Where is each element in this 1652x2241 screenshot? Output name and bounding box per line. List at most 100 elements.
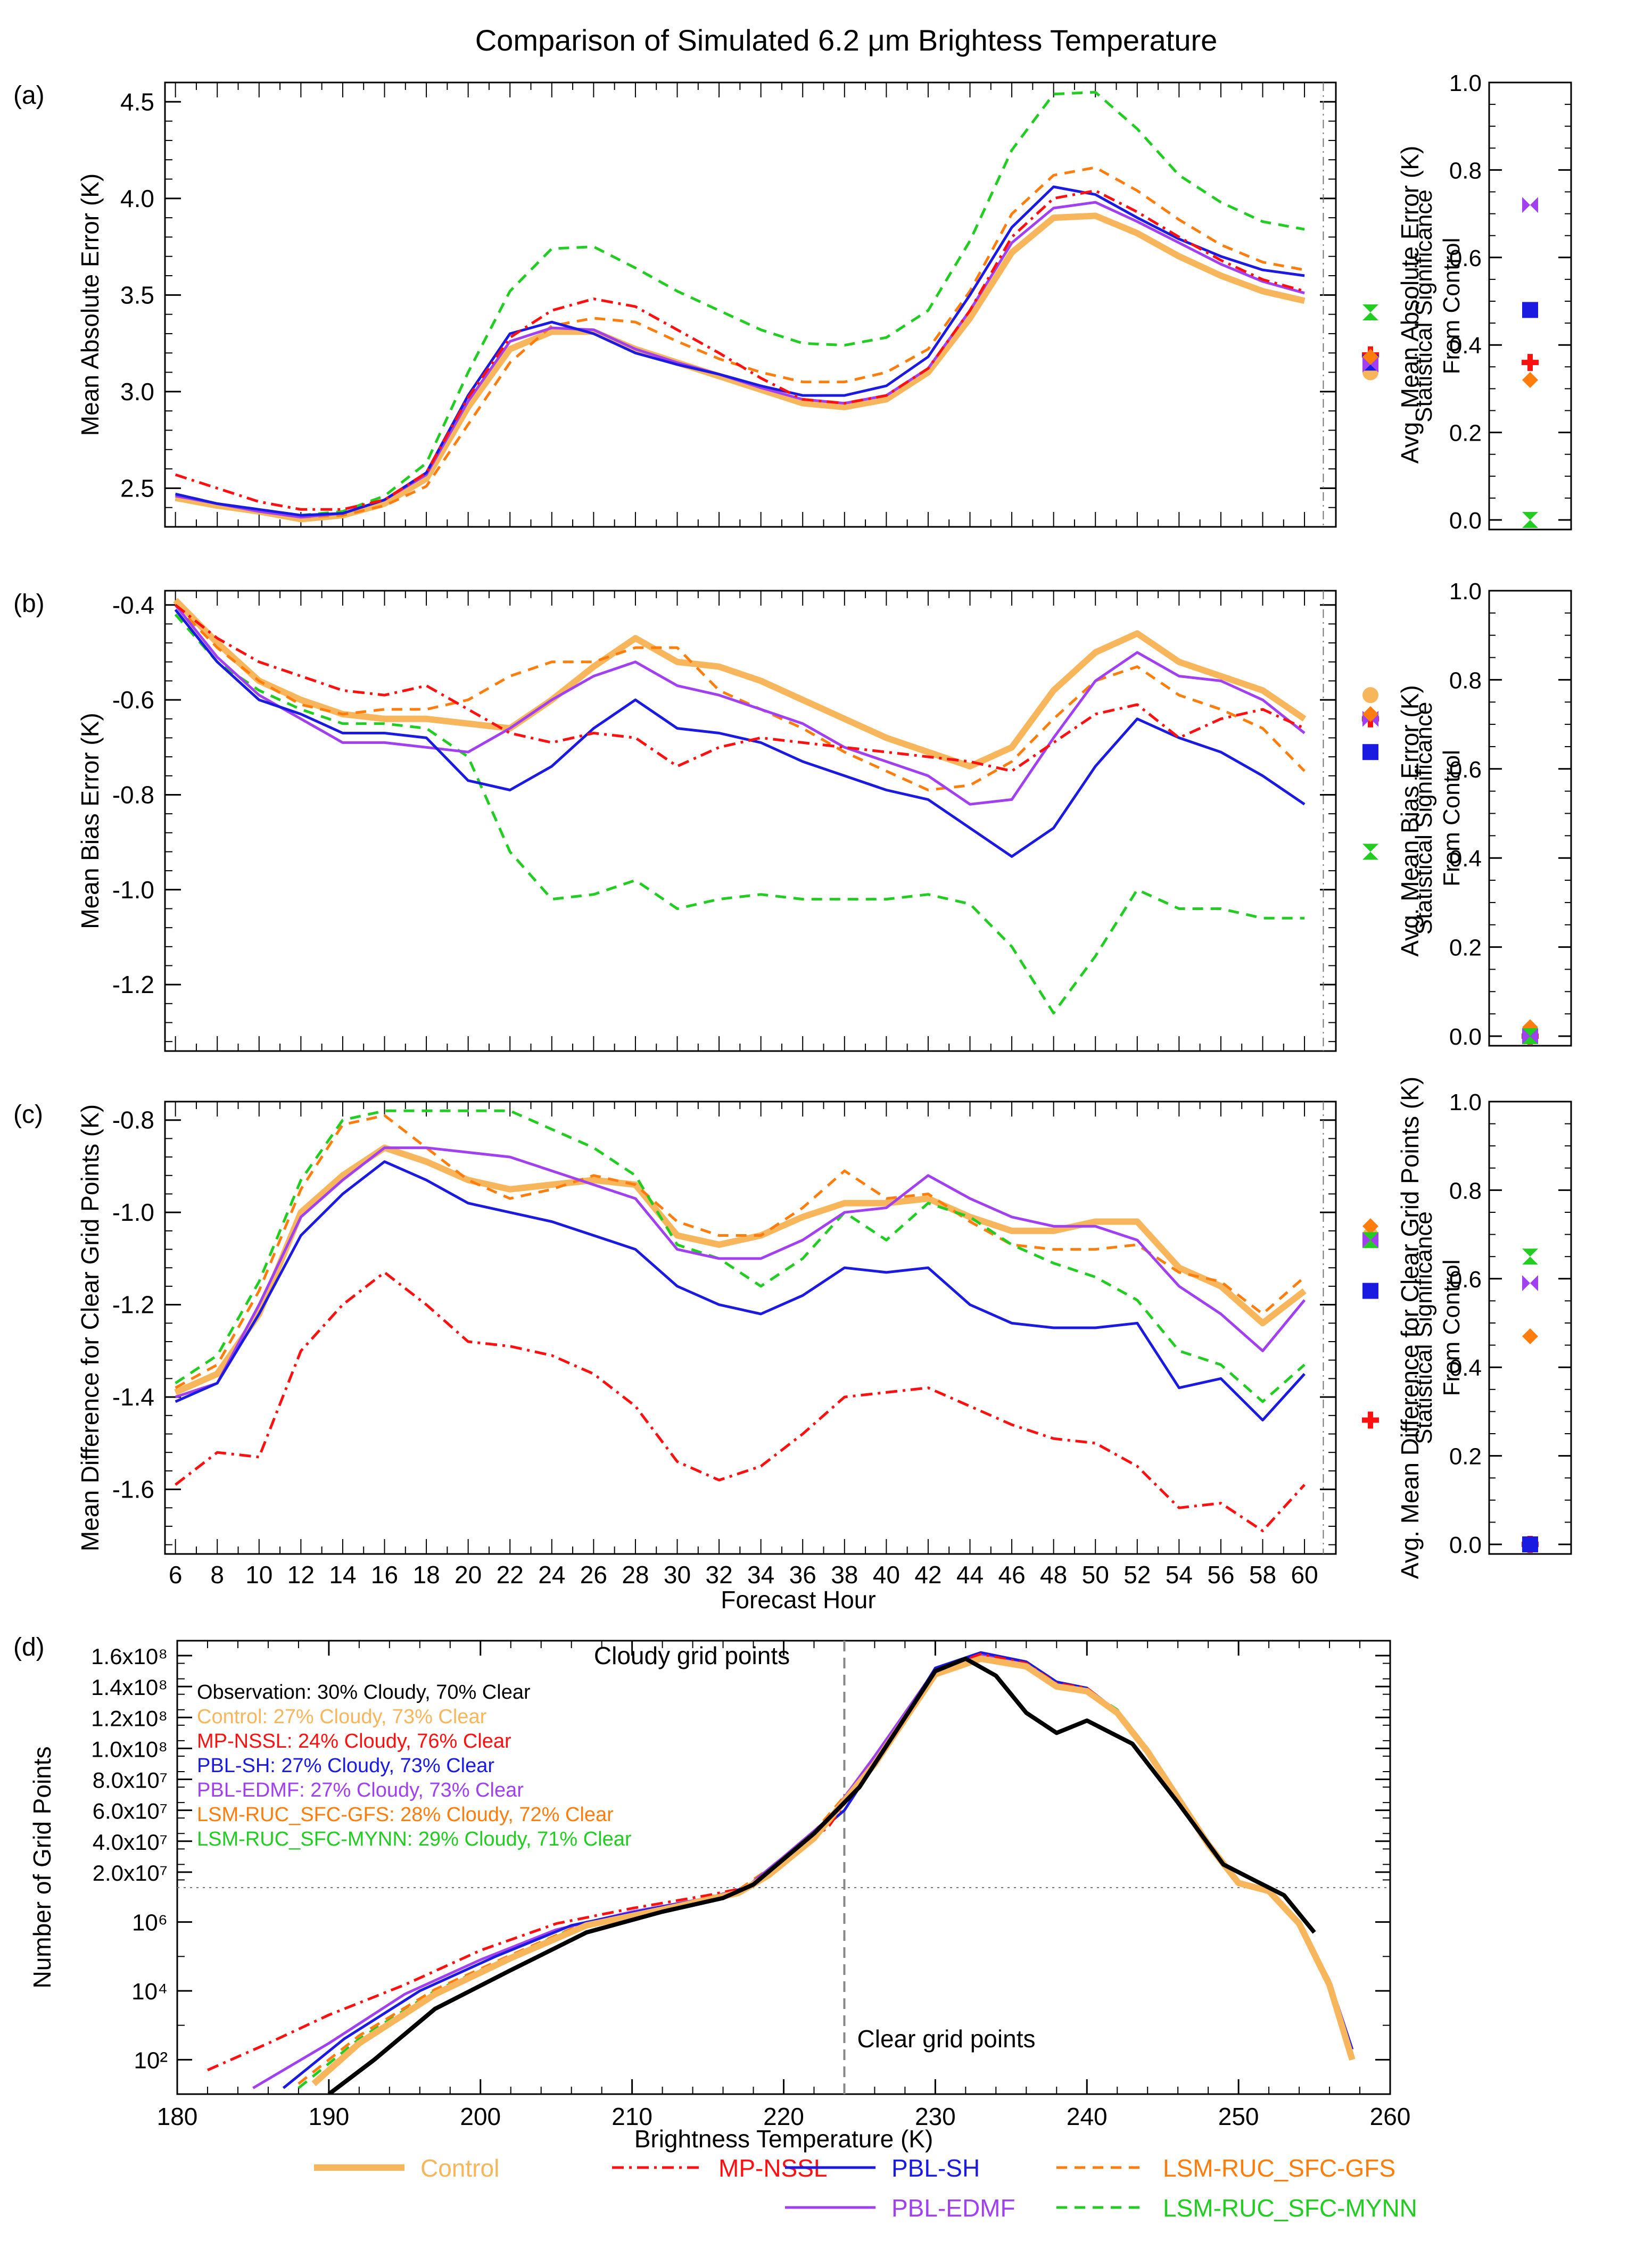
x-tick-label: 20	[455, 1561, 482, 1589]
sig-tick-label: 1.0	[1449, 1089, 1482, 1115]
x-tick-label: 220	[763, 2103, 804, 2130]
avg-marker-lsm-ruc_sfc-mynn	[1362, 1232, 1378, 1248]
sig-axis-label-line2: From Control	[1439, 750, 1465, 887]
significance-frame	[1488, 590, 1572, 1047]
cloudy-annotation: Cloudy grid points	[594, 1642, 790, 1669]
significance-panel-c: 0.0 0.2 0.4 0.6 0.8 1.0 Statistical Significan…	[1411, 1089, 1572, 1558]
y-tick-label: 4.0x10⁷	[93, 1830, 168, 1855]
series-line-mp-nssl	[175, 1271, 1306, 1533]
x-tick-label: 14	[329, 1561, 356, 1589]
panel-label: (c)	[13, 1101, 43, 1129]
x-tick-label: 48	[1040, 1561, 1067, 1589]
x-tick-label: 16	[371, 1561, 398, 1589]
legend-label-pbl-edmf: PBL-EDMF	[891, 2194, 1015, 2222]
x-tick-label: 210	[612, 2103, 652, 2130]
series-line-control	[174, 1144, 1307, 1395]
x-tick-label: 34	[747, 1561, 774, 1589]
stats-line-pbl-sh: PBL-SH: 27% Cloudy, 73% Clear	[197, 1755, 494, 1777]
sig-tick-label: 0.0	[1449, 1532, 1482, 1558]
stats-line-control: Control: 27% Cloudy, 73% Clear	[197, 1706, 487, 1728]
y-tick-label: -0.8	[112, 781, 154, 808]
series-line-mp-nssl	[175, 189, 1305, 511]
x-tick-label: 260	[1370, 2103, 1411, 2130]
panel-label: (a)	[13, 81, 45, 110]
x-tick-label: 56	[1207, 1561, 1234, 1589]
x-tick-label: 58	[1249, 1561, 1276, 1589]
x-tick-label: 190	[309, 2103, 350, 2130]
clear-annotation: Clear grid points	[857, 2025, 1036, 2053]
legend-label-lsm-ruc_sfc-mynn: LSM-RUC_SFC-MYNN	[1163, 2194, 1417, 2222]
sig-tick-label: 0.2	[1449, 935, 1482, 961]
avg-marker-lsm-ruc_sfc-mynn	[1362, 844, 1378, 860]
y-tick-label: 8.0x10⁷	[93, 1768, 168, 1793]
x-tick-label: 24	[538, 1561, 565, 1589]
sig-axis-label: Statistical Significance	[1411, 1211, 1437, 1444]
x-tick-label: 12	[287, 1561, 315, 1589]
panel-label: (b)	[13, 590, 45, 618]
series-line-control	[173, 598, 1307, 770]
y-tick-label: 10²	[134, 2047, 168, 2073]
avg-marker-mp-nssl-vertical	[1368, 1411, 1373, 1429]
series-lines	[175, 90, 1306, 523]
sig-marker-pbl-edmf	[1522, 197, 1538, 213]
series-line-control	[311, 1655, 1356, 2086]
series-line-pbl-edmf	[175, 201, 1305, 519]
y-tick-label: 4.0	[120, 185, 154, 212]
significance-frame	[1488, 81, 1572, 531]
series-line-lsm-ruc_sfc-gfs	[175, 1114, 1306, 1389]
x-axis-label: Forecast Hour	[721, 1586, 875, 1614]
x-tick-label: 54	[1166, 1561, 1193, 1589]
series-lines	[206, 1651, 1356, 2094]
y-tick-label: 3.0	[120, 378, 154, 406]
x-tick-label: 230	[915, 2103, 956, 2130]
sig-tick-label: 0.4	[1449, 333, 1482, 359]
series-line-pbl-sh	[175, 1160, 1306, 1421]
series-line-pbl-edmf	[175, 1146, 1306, 1399]
sig-axis-label-line2: From Control	[1439, 238, 1465, 375]
x-tick-label: 30	[664, 1561, 691, 1589]
sig-marker-mp-nssl-vertical	[1527, 354, 1533, 371]
series-line-control	[175, 212, 1306, 523]
sig-marker-lsm-ruc_sfc-mynn	[1522, 1028, 1538, 1044]
series-lines	[174, 1109, 1307, 1533]
sig-marker-pbl-sh	[1522, 1536, 1538, 1552]
avg-marker-pbl-sh	[1362, 744, 1378, 760]
legend-label-lsm-ruc_sfc-gfs: LSM-RUC_SFC-GFS	[1163, 2154, 1395, 2182]
series-line-pbl-edmf	[174, 604, 1306, 806]
sig-marker-pbl-sh	[1522, 302, 1538, 318]
avg-marker-pbl-sh	[1362, 1283, 1378, 1299]
y-tick-label: 1.0x10⁸	[91, 1736, 168, 1762]
sig-tick-label: 0.6	[1449, 245, 1482, 271]
y-tick-label: 2.0x10⁷	[93, 1860, 168, 1886]
avg-marker-lsm-ruc_sfc-mynn	[1362, 304, 1378, 321]
series-line-lsm-ruc_sfc-mynn	[175, 90, 1305, 517]
stats-line-mp-nssl: MP-NSSL: 24% Cloudy, 76% Clear	[197, 1730, 511, 1752]
x-tick-label: 60	[1291, 1561, 1318, 1589]
significance-panel-b: 0.0 0.2 0.4 0.6 0.8 1.0 Statistical Significan…	[1411, 578, 1572, 1050]
x-tick-label: 6	[169, 1561, 183, 1589]
stats-line-lsm-ruc_sfc-mynn: LSM-RUC_SFC-MYNN: 29% Cloudy, 71% Clear	[197, 1828, 632, 1850]
x-tick-label: 52	[1124, 1561, 1151, 1589]
sig-tick-label: 0.8	[1449, 667, 1482, 693]
y-tick-label: -1.6	[112, 1476, 154, 1503]
y-tick-label: -1.0	[112, 876, 154, 904]
series-line-mp-nssl	[206, 1652, 1354, 2072]
sig-tick-label: 0.0	[1449, 1024, 1482, 1050]
x-tick-label: 240	[1067, 2103, 1108, 2130]
series-lines	[173, 598, 1307, 1015]
series-line-observation	[327, 1656, 1316, 2094]
plot-frame	[164, 1101, 1337, 1555]
avg-marker-lsm-ruc_sfc-gfs	[1362, 349, 1378, 365]
y-tick-label: 1.4x10⁸	[91, 1675, 168, 1700]
y-axis-label-right: Avg. Mean Difference for Clear Grid Poin…	[1396, 1077, 1424, 1579]
panels: (a) 2.5 3.0 3.5 4.0 4.5 Mean Absolute Error (K…	[13, 70, 1572, 2153]
y-tick-label: 4.5	[120, 88, 154, 115]
y-tick-label: -0.4	[112, 591, 154, 619]
sig-marker-lsm-ruc_sfc-gfs	[1522, 1328, 1538, 1344]
series-line-lsm-ruc_sfc-mynn	[174, 613, 1305, 1015]
x-tick-label: 40	[873, 1561, 900, 1589]
y-tick-label: 3.5	[120, 281, 154, 309]
sig-axis-label: Statistical Significance	[1411, 702, 1437, 935]
y-tick-label: 6.0x10⁷	[93, 1799, 168, 1824]
x-tick-label: 50	[1082, 1561, 1109, 1589]
